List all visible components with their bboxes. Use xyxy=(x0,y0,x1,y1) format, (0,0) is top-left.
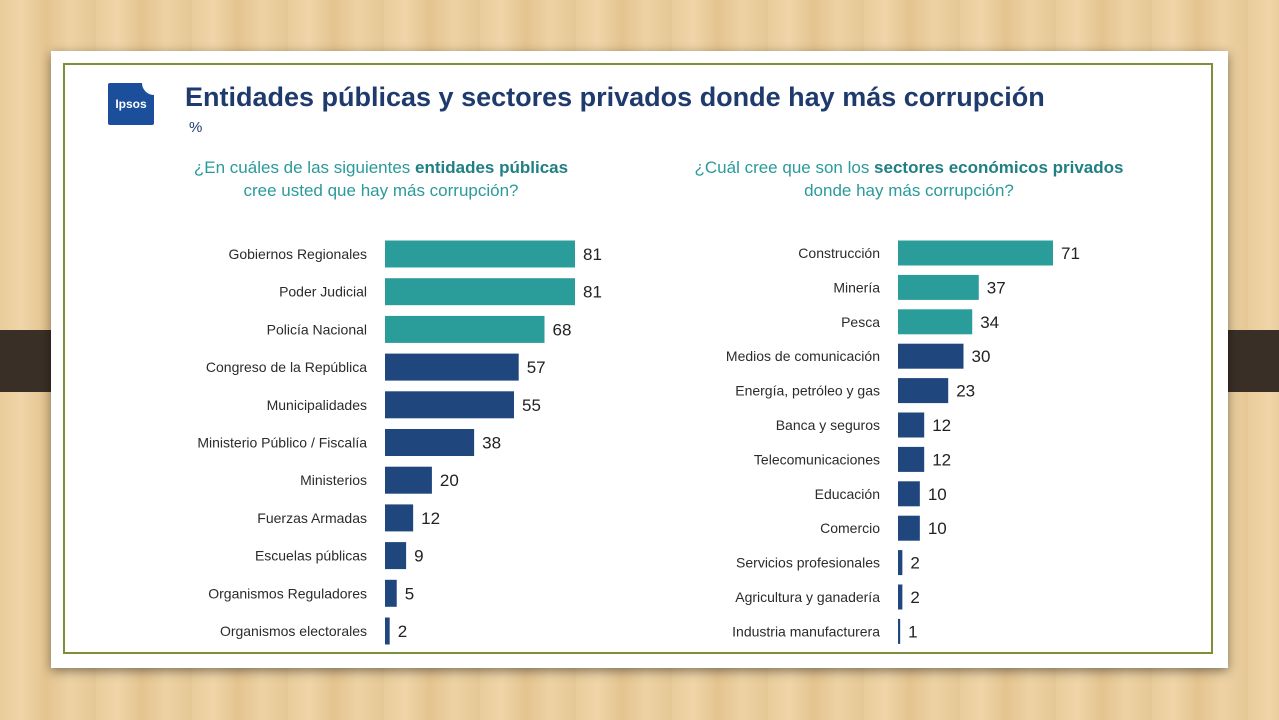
entity-bar xyxy=(385,353,519,381)
sector-value: 34 xyxy=(980,313,999,332)
entity-value: 20 xyxy=(440,471,459,490)
question-right: ¿Cuál cree que son los sectores económic… xyxy=(679,156,1139,202)
sector-label: Telecomunicaciones xyxy=(754,451,880,467)
entity-value: 57 xyxy=(527,358,546,377)
slide: Ipsos Entidades públicas y sectores priv… xyxy=(51,51,1228,668)
question-right-bold: sectores económicos privados xyxy=(874,158,1124,177)
sector-label: Servicios profesionales xyxy=(736,555,880,571)
entity-bar xyxy=(385,466,432,494)
entity-bar xyxy=(385,579,397,607)
entity-label: Poder Judicial xyxy=(279,284,367,300)
sector-value: 37 xyxy=(987,278,1006,297)
sector-bar xyxy=(898,274,979,300)
entity-bar xyxy=(385,240,575,268)
sector-bar xyxy=(898,309,973,335)
sector-value: 1 xyxy=(908,622,917,641)
question-right-post: donde hay más corrupción? xyxy=(804,181,1014,200)
sector-label: Construcción xyxy=(798,245,880,261)
sector-value: 12 xyxy=(932,450,951,469)
entity-label: Escuelas públicas xyxy=(255,548,367,564)
entity-bar xyxy=(385,617,390,645)
sector-value: 2 xyxy=(910,588,919,607)
sector-value: 2 xyxy=(910,554,919,573)
sector-value: 10 xyxy=(928,485,947,504)
entity-label: Gobiernos Regionales xyxy=(228,246,367,262)
entity-label: Policía Nacional xyxy=(267,321,367,337)
slide-frame xyxy=(63,63,1213,654)
sector-value: 71 xyxy=(1061,244,1080,263)
chart-public-entities: Gobiernos Regionales 81 Poder Judicial 81 Po… xyxy=(197,240,602,645)
sector-label: Banca y seguros xyxy=(776,417,880,433)
entity-value: 38 xyxy=(482,434,501,453)
unit-label: % xyxy=(189,119,203,136)
sector-bar xyxy=(898,240,1053,266)
question-left-bold: entidades públicas xyxy=(415,158,569,177)
sector-bar xyxy=(898,515,920,541)
entity-label: Ministerios xyxy=(300,472,367,488)
sector-label: Energía, petróleo y gas xyxy=(735,383,880,399)
sector-bar xyxy=(898,618,901,644)
slide-title: Entidades públicas y sectores privados d… xyxy=(185,82,1045,112)
sector-label: Minería xyxy=(833,279,880,295)
entity-value: 81 xyxy=(583,283,602,302)
logo-text: Ipsos xyxy=(115,97,147,111)
sector-value: 23 xyxy=(956,382,975,401)
chart-private-sectors: Construcción 71 Minería 37 Pesca 34 Medios de … xyxy=(726,240,1080,644)
sector-bar xyxy=(898,584,903,610)
question-left-post: cree usted que hay más corrupción? xyxy=(243,181,519,200)
entity-label: Organismos Reguladores xyxy=(208,585,367,601)
logo-notch xyxy=(142,81,155,95)
sector-bar xyxy=(898,378,949,404)
sector-label: Comercio xyxy=(820,520,880,536)
entity-bar xyxy=(385,429,475,456)
sector-bar xyxy=(898,550,903,576)
question-left: ¿En cuáles de las siguientes entidades p… xyxy=(181,156,581,202)
sector-label: Agricultura y ganadería xyxy=(735,589,880,605)
question-right-pre: ¿Cuál cree que son los xyxy=(694,158,875,177)
sector-value: 30 xyxy=(971,347,990,366)
sector-value: 12 xyxy=(932,416,951,435)
question-left-pre: ¿En cuáles de las siguientes xyxy=(193,158,416,177)
sector-label: Medios de comunicación xyxy=(726,348,880,364)
sector-label: Industria manufacturera xyxy=(732,623,880,639)
entity-label: Municipalidades xyxy=(267,397,367,413)
entity-value: 9 xyxy=(414,547,423,566)
entity-value: 55 xyxy=(522,396,541,415)
sector-bar xyxy=(898,446,925,472)
entity-label: Fuerzas Armadas xyxy=(257,510,367,526)
sector-value: 10 xyxy=(928,519,947,538)
entity-value: 68 xyxy=(553,320,572,339)
entity-bar xyxy=(385,504,414,532)
entity-bar xyxy=(385,278,575,306)
sector-bar xyxy=(898,343,964,369)
entity-label: Ministerio Público / Fiscalía xyxy=(197,435,367,451)
entity-bar xyxy=(385,542,407,570)
entity-bar xyxy=(385,315,545,343)
entity-label: Congreso de la República xyxy=(206,359,367,375)
sector-bar xyxy=(898,481,920,507)
entity-value: 81 xyxy=(583,245,602,264)
entity-value: 2 xyxy=(398,622,407,641)
entity-value: 12 xyxy=(421,509,440,528)
entity-label: Organismos electorales xyxy=(220,623,367,639)
sector-bar xyxy=(898,412,925,438)
sector-label: Educación xyxy=(815,486,880,502)
entity-bar xyxy=(385,391,515,419)
sector-label: Pesca xyxy=(841,314,880,330)
entity-value: 5 xyxy=(405,584,414,603)
